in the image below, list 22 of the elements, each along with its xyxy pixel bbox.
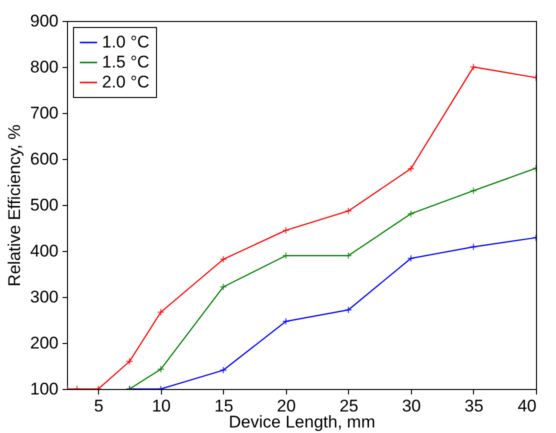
y-tick-label: 600 (30, 150, 58, 168)
x-tick-label: 35 (464, 396, 484, 416)
y-tick-label: 100 (30, 380, 58, 398)
legend-label: 2.0 °C (102, 72, 150, 92)
x-axis-title: Device Length, mm (228, 412, 376, 432)
y-tick-label: 700 (30, 104, 58, 122)
x-tick-label: 40 (518, 396, 536, 416)
x-tick-label: 10 (152, 396, 171, 416)
x-tick-label: 15 (214, 396, 234, 416)
y-tick-label: 500 (30, 196, 58, 214)
y-tick-label: 300 (30, 288, 58, 306)
y-axis-title: Relative Efficiency, % (5, 124, 24, 286)
y-tick-label: 900 (30, 12, 58, 30)
x-tick-label: 25 (339, 396, 358, 416)
x-tick-label: 30 (402, 396, 421, 416)
y-tick-label: 800 (30, 58, 58, 76)
x-tick-label: 20 (276, 396, 296, 416)
legend-label: 1.5 °C (102, 52, 150, 72)
y-tick-label: 400 (30, 242, 58, 260)
x-tick-label: 5 (94, 396, 104, 416)
y-tick-label: 200 (30, 334, 58, 352)
legend-label: 1.0 °C (102, 32, 150, 52)
